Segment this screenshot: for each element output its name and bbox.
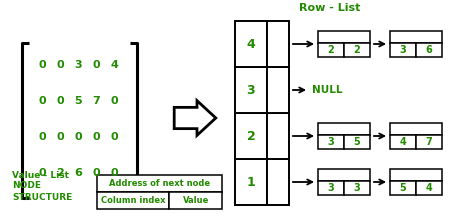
Text: 0: 0	[110, 168, 118, 178]
Bar	[170, 192, 222, 209]
Text: 4: 4	[110, 60, 118, 70]
Bar	[267, 67, 289, 113]
Text: 0: 0	[92, 168, 100, 178]
Bar	[235, 159, 267, 205]
Bar	[235, 113, 267, 159]
Bar	[235, 21, 267, 67]
Text: Row - List: Row - List	[299, 3, 361, 13]
Text: 2: 2	[246, 130, 255, 142]
Polygon shape	[174, 101, 216, 135]
Text: NODE: NODE	[12, 182, 41, 190]
Text: Address of next node: Address of next node	[109, 179, 210, 188]
Bar	[390, 31, 442, 43]
Text: 0: 0	[92, 132, 100, 142]
Text: NULL: NULL	[312, 85, 342, 95]
Text: 0: 0	[56, 96, 64, 106]
Bar	[416, 135, 442, 149]
Text: 2: 2	[328, 45, 334, 55]
Text: 0: 0	[38, 132, 46, 142]
Text: 0: 0	[110, 96, 118, 106]
Bar	[416, 43, 442, 57]
Text: Column index: Column index	[101, 196, 165, 205]
Bar	[344, 181, 370, 195]
Bar	[390, 135, 416, 149]
Text: 0: 0	[38, 168, 46, 178]
Bar	[318, 181, 344, 195]
Bar	[390, 123, 442, 135]
Text: 3: 3	[328, 183, 334, 193]
Text: 0: 0	[74, 132, 82, 142]
Text: 4: 4	[426, 183, 432, 193]
Bar	[390, 169, 442, 181]
Text: 5: 5	[400, 183, 406, 193]
Text: 3: 3	[354, 183, 360, 193]
Text: 0: 0	[38, 60, 46, 70]
Text: 0: 0	[110, 132, 118, 142]
Text: 4: 4	[400, 137, 406, 147]
Text: STRUCTURE: STRUCTURE	[12, 192, 72, 202]
Bar	[267, 21, 289, 67]
Text: 2: 2	[56, 168, 64, 178]
Bar	[267, 113, 289, 159]
Text: 0: 0	[56, 60, 64, 70]
Text: 0: 0	[92, 60, 100, 70]
Text: 2: 2	[354, 45, 360, 55]
Bar	[390, 43, 416, 57]
Bar	[318, 31, 370, 43]
Text: 7: 7	[426, 137, 432, 147]
Bar	[267, 159, 289, 205]
Text: 4: 4	[246, 37, 255, 50]
Text: 0: 0	[38, 96, 46, 106]
Bar	[318, 123, 370, 135]
Bar	[97, 175, 222, 192]
Text: 3: 3	[400, 45, 406, 55]
Text: 3: 3	[74, 60, 82, 70]
Text: 1: 1	[246, 176, 255, 188]
Bar	[344, 43, 370, 57]
Text: 3: 3	[246, 83, 255, 97]
Bar	[318, 43, 344, 57]
Bar	[318, 135, 344, 149]
Bar	[235, 67, 267, 113]
Bar	[97, 192, 170, 209]
Text: 6: 6	[426, 45, 432, 55]
Bar	[416, 181, 442, 195]
Text: Value: Value	[182, 196, 209, 205]
Text: 5: 5	[74, 96, 82, 106]
Text: 3: 3	[328, 137, 334, 147]
Bar	[344, 135, 370, 149]
Bar	[318, 169, 370, 181]
Text: 7: 7	[92, 96, 100, 106]
Text: 0: 0	[56, 132, 64, 142]
Text: 6: 6	[74, 168, 82, 178]
Text: 5: 5	[354, 137, 360, 147]
Text: Value - List: Value - List	[12, 171, 69, 180]
Bar	[390, 181, 416, 195]
